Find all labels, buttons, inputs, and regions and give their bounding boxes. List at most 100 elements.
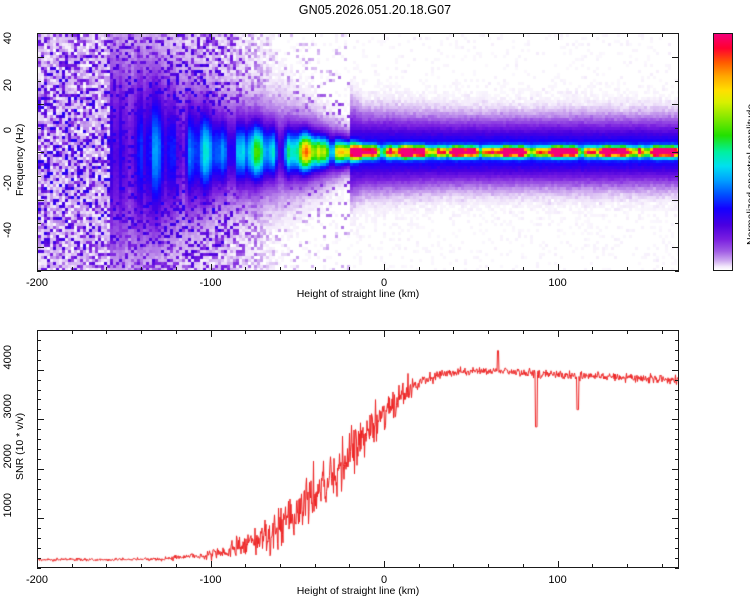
axis-tick (675, 340, 679, 341)
spectrogram-plot-area (38, 34, 678, 270)
y-tick-label: 3000 (2, 394, 14, 419)
axis-tick (37, 360, 41, 361)
y-tick-label: -20 (2, 174, 14, 191)
axis-tick (315, 564, 316, 568)
axis-tick (37, 33, 38, 40)
axis-tick (627, 330, 628, 334)
axis-tick (672, 200, 679, 201)
axis-tick (106, 33, 107, 37)
axis-tick (453, 564, 454, 568)
axis-tick (37, 152, 44, 153)
axis-tick (592, 33, 593, 37)
axis-tick (419, 330, 420, 334)
axis-tick (675, 429, 679, 430)
x-tick-label: 100 (548, 277, 567, 289)
y-tick-label: 0 (2, 127, 14, 134)
axis-tick (211, 561, 212, 568)
axis-tick (37, 104, 44, 105)
axis-tick (349, 33, 350, 37)
axis-tick (675, 499, 679, 500)
axis-tick (384, 561, 385, 568)
axis-tick (627, 564, 628, 568)
axis-tick (37, 223, 41, 224)
axis-tick (662, 33, 663, 37)
y-tick-label: -40 (2, 222, 14, 239)
axis-tick (675, 558, 679, 559)
axis-tick (419, 33, 420, 37)
axis-tick (675, 548, 679, 549)
axis-tick (72, 267, 73, 271)
axis-tick (280, 564, 281, 568)
axis-tick (315, 267, 316, 271)
axis-tick (37, 81, 41, 82)
snr-canvas (38, 331, 678, 567)
axis-tick (488, 33, 489, 37)
axis-tick (672, 370, 679, 371)
snr-x-axis-title: Height of straight line (km) (296, 585, 420, 597)
axis-tick (592, 330, 593, 334)
axis-tick (349, 267, 350, 271)
axis-tick (419, 267, 420, 271)
axis-tick (37, 429, 41, 430)
axis-tick (280, 267, 281, 271)
axis-tick (37, 350, 41, 351)
spectrogram-panel (37, 33, 679, 271)
axis-tick (675, 33, 679, 34)
axis-tick (37, 499, 41, 500)
axis-tick (558, 264, 559, 271)
axis-tick (176, 33, 177, 37)
axis-tick (675, 390, 679, 391)
axis-tick (384, 330, 385, 337)
axis-tick (662, 267, 663, 271)
axis-tick (453, 33, 454, 37)
axis-tick (37, 200, 44, 201)
axis-tick (675, 538, 679, 539)
axis-tick (675, 528, 679, 529)
axis-tick (37, 538, 41, 539)
axis-tick (37, 128, 41, 129)
axis-tick (37, 380, 41, 381)
axis-tick (627, 267, 628, 271)
axis-tick (37, 518, 44, 519)
axis-tick (141, 267, 142, 271)
axis-tick (37, 509, 41, 510)
axis-tick (245, 33, 246, 37)
axis-tick (675, 330, 679, 331)
axis-tick (675, 489, 679, 490)
axis-tick (106, 267, 107, 271)
axis-tick (675, 409, 679, 410)
spectrogram-y-axis-title: Frequency (Hz) (14, 123, 26, 196)
axis-tick (488, 564, 489, 568)
y-tick-label: 2000 (2, 443, 14, 469)
axis-tick (37, 33, 41, 34)
axis-tick (37, 340, 41, 341)
axis-tick (72, 330, 73, 334)
axis-tick (592, 564, 593, 568)
axis-tick (37, 568, 41, 569)
x-tick-label: -200 (25, 277, 49, 289)
axis-tick (384, 264, 385, 271)
y-tick-label: 4000 (2, 344, 14, 370)
axis-tick (384, 33, 385, 40)
axis-tick (106, 564, 107, 568)
axis-tick (675, 449, 679, 450)
axis-tick (141, 564, 142, 568)
axis-tick (37, 370, 44, 371)
x-tick-label: 0 (380, 574, 388, 586)
axis-tick (675, 459, 679, 460)
axis-tick (675, 223, 679, 224)
axis-tick (675, 360, 679, 361)
axis-tick (37, 548, 41, 549)
axis-tick (675, 176, 679, 177)
axis-tick (488, 330, 489, 334)
axis-tick (37, 390, 41, 391)
axis-tick (72, 33, 73, 37)
snr-plot-area (38, 331, 678, 567)
axis-tick (675, 479, 679, 480)
axis-tick (37, 449, 41, 450)
axis-tick (662, 330, 663, 334)
axis-tick (627, 33, 628, 37)
axis-tick (37, 264, 38, 271)
y-tick-label: 40 (2, 31, 14, 45)
axis-tick (141, 330, 142, 334)
